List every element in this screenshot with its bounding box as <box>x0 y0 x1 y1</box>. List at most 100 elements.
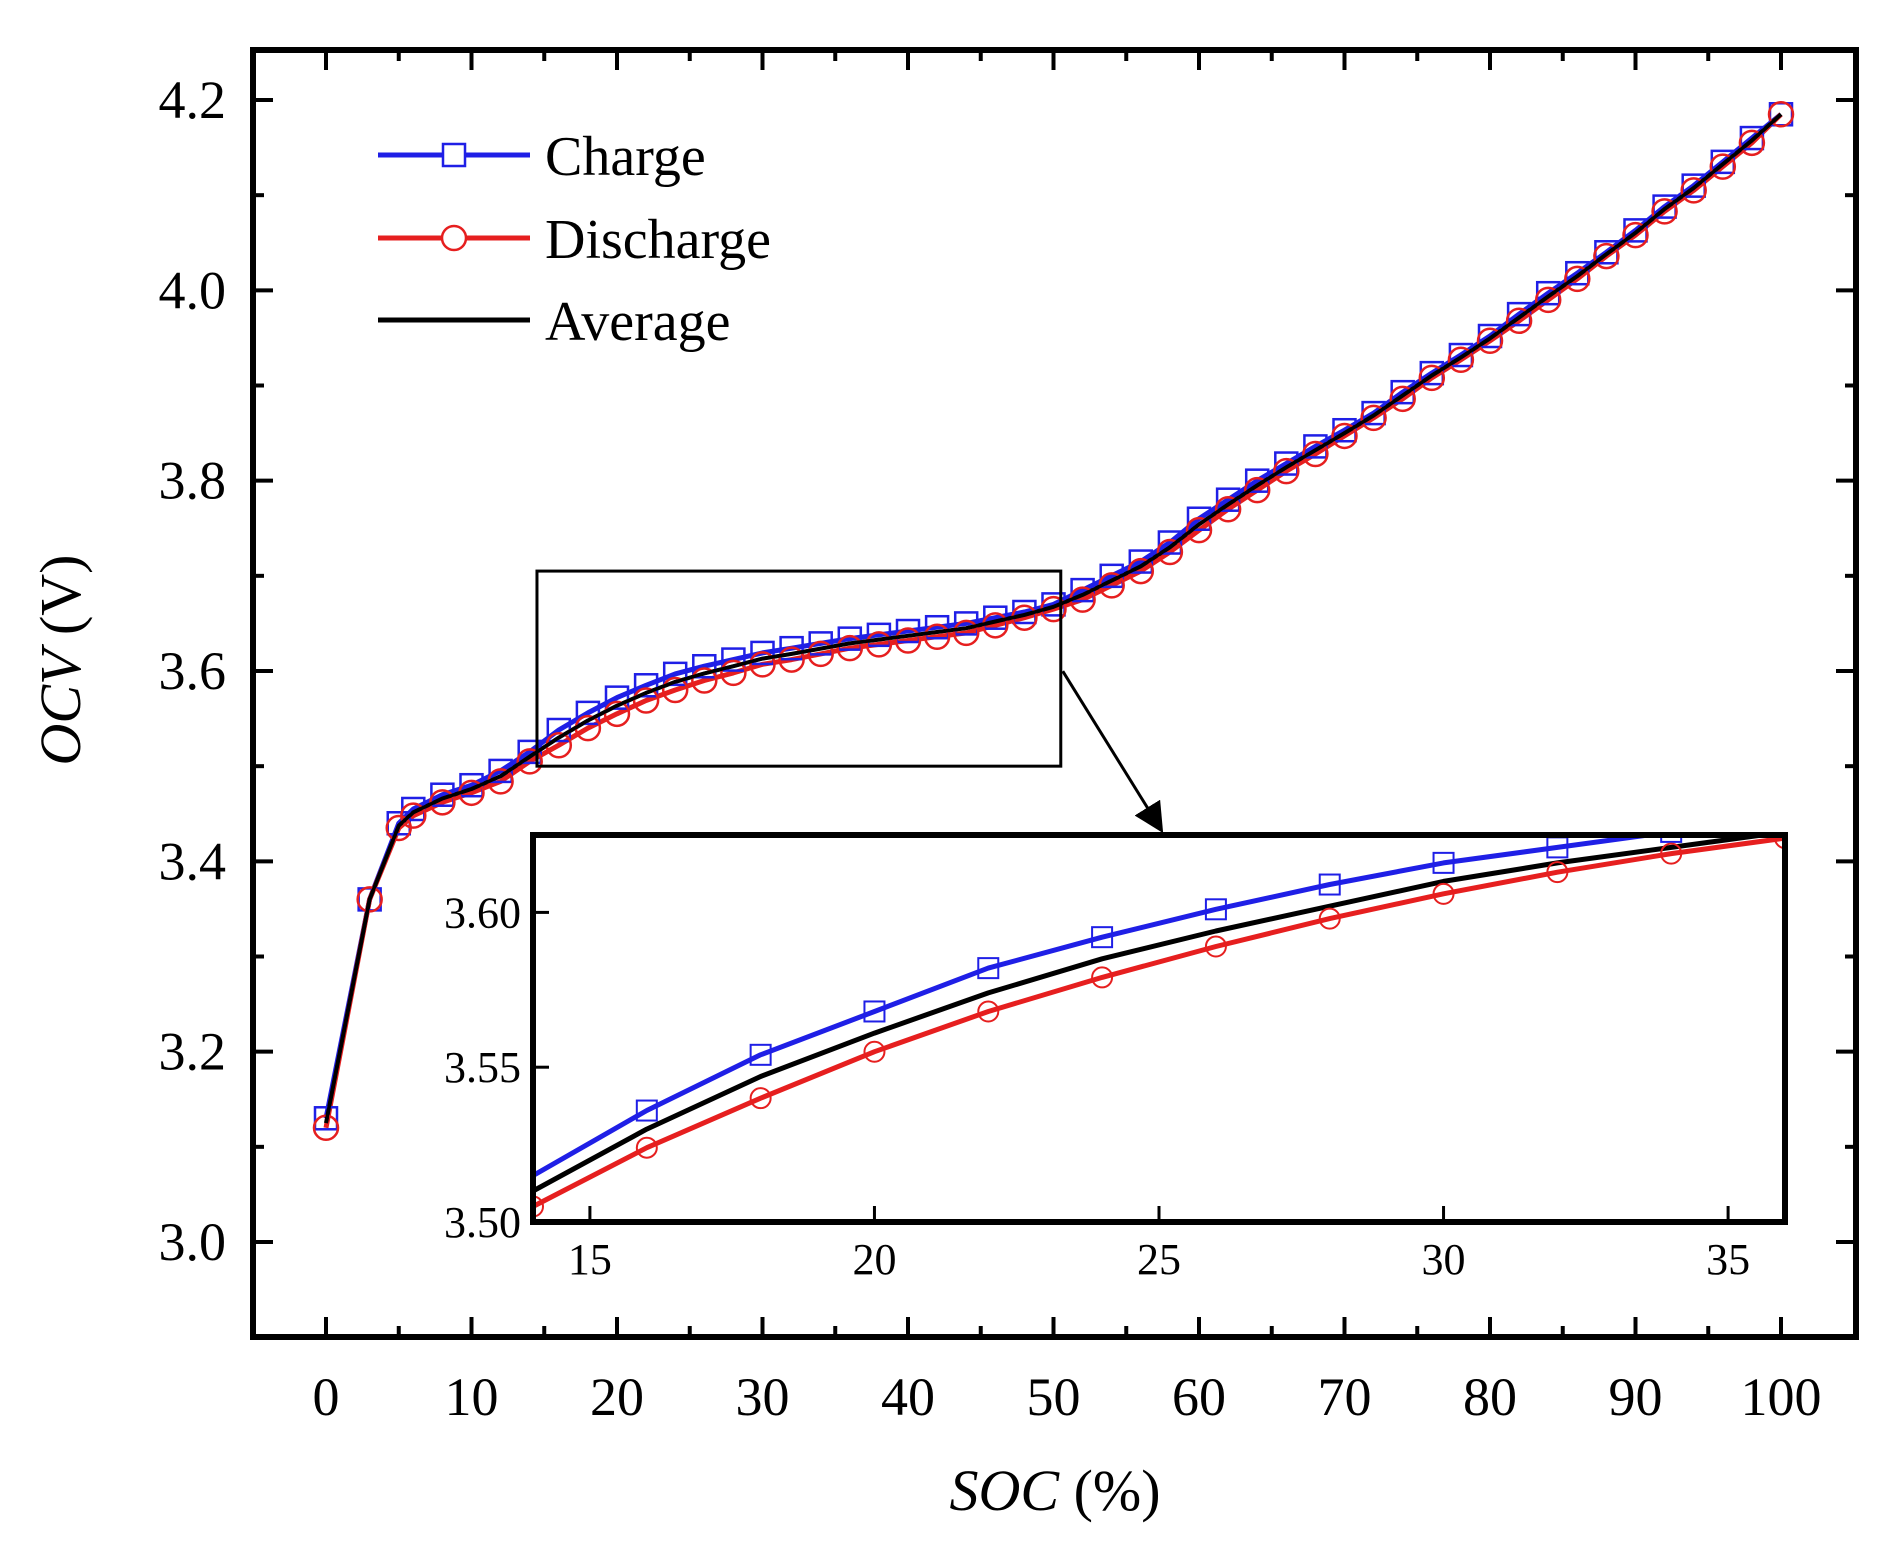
y-axis-title-variable: OCV <box>28 643 93 766</box>
charge-point <box>575 700 601 726</box>
discharge-point <box>1243 476 1271 504</box>
discharge-point <box>632 687 660 714</box>
zoom-region-box <box>535 569 1063 768</box>
discharge-point <box>749 651 776 678</box>
inset-x-tick-label: 20 <box>852 1235 896 1284</box>
x-tick-label: 70 <box>1318 1367 1372 1427</box>
legend: Charge Discharge Average <box>378 126 771 353</box>
discharge-point <box>1360 404 1387 432</box>
discharge-point <box>952 619 980 647</box>
main-plot: 0 10 20 30 40 50 60 70 80 90 100 3.0 3.2 3.4 3.6 3.8 4.0… <box>159 47 1859 1427</box>
inset-discharge-point <box>1546 861 1569 884</box>
x-axis-title: SOC (%) <box>949 1458 1160 1523</box>
discharge-point <box>1185 516 1213 544</box>
discharge-point <box>1709 153 1737 180</box>
inset-x-tick-label: 25 <box>1137 1235 1181 1284</box>
inset-charge-point <box>1432 851 1455 874</box>
discharge-point <box>1214 495 1242 523</box>
y-tick-label: 3.2 <box>159 1022 227 1082</box>
inset-discharge-point <box>1204 935 1227 958</box>
discharge-point <box>1534 286 1562 314</box>
charge-point <box>1303 434 1328 459</box>
discharge-point <box>807 640 834 668</box>
x-tick-label: 10 <box>445 1367 499 1427</box>
inset-discharge-point <box>749 1087 772 1110</box>
discharge-point <box>1302 440 1329 468</box>
x-tick-label: 40 <box>881 1367 935 1427</box>
discharge-point <box>1447 346 1475 374</box>
charge-point <box>953 611 979 636</box>
discharge-point <box>836 634 864 662</box>
inset-charge-point <box>1318 873 1341 896</box>
charge-point <box>721 647 746 672</box>
x-tick-label: 100 <box>1741 1367 1822 1427</box>
discharge-point <box>1680 177 1707 204</box>
charge-point <box>924 614 950 640</box>
charge-point <box>662 661 688 687</box>
discharge-point <box>1505 307 1533 335</box>
discharge-point <box>1273 457 1300 485</box>
discharge-point <box>1767 101 1795 128</box>
discharge-point <box>1593 242 1620 270</box>
inset-y-tick-label: 3.55 <box>444 1043 521 1092</box>
inset-discharge-point <box>977 1000 1000 1023</box>
charge-point <box>808 631 833 656</box>
discharge-point <box>865 631 893 658</box>
inset-discharge-point <box>533 1195 544 1218</box>
legend-label-discharge: Discharge <box>545 209 771 271</box>
charge-point <box>692 653 717 679</box>
charge-point <box>1157 530 1183 555</box>
charge-point <box>779 635 804 661</box>
x-tick-label: 50 <box>1027 1367 1081 1427</box>
x-tick-label: 20 <box>590 1367 644 1427</box>
y-tick-label: 4.2 <box>159 70 227 130</box>
charge-point <box>1215 487 1241 512</box>
axis-titles: SOC (%) OCV (V) <box>28 554 1161 1523</box>
inset-y-tick-label: 3.50 <box>444 1198 521 1247</box>
x-axis-title-variable: SOC <box>949 1458 1060 1523</box>
inset-charge-line <box>533 835 1667 1178</box>
y-tick-label: 3.0 <box>159 1212 227 1272</box>
discharge-point <box>778 646 805 673</box>
discharge-point <box>1331 422 1358 450</box>
charge-point <box>1128 549 1154 574</box>
discharge-point <box>720 659 747 687</box>
inset-discharge-point <box>863 1040 886 1063</box>
inset-discharge-point <box>1318 907 1341 930</box>
discharge-point <box>1389 385 1416 413</box>
charge-point <box>895 618 921 644</box>
charge-series-line <box>323 112 1783 1119</box>
inset-charge-point <box>749 1043 772 1066</box>
discharge-point <box>923 623 951 650</box>
inset-charge-point <box>863 1000 886 1023</box>
inset-y-tick-label: 3.60 <box>444 888 521 937</box>
x-tick-label: 90 <box>1609 1367 1663 1427</box>
inset-charge-point <box>1091 926 1114 949</box>
inset-x-tick-label: 35 <box>1706 1235 1750 1284</box>
discharge-point <box>1476 327 1504 355</box>
y-axis-title-unit: (V) <box>28 554 93 649</box>
inset-charge-point <box>977 957 1000 980</box>
y-tick-label: 3.4 <box>159 831 227 891</box>
inset-discharge-point <box>1660 842 1683 865</box>
inset-x-tick-label: 30 <box>1422 1235 1466 1284</box>
discharge-point <box>516 748 543 775</box>
charge-point <box>837 626 863 651</box>
legend-circle-marker <box>440 224 468 252</box>
charge-point <box>517 739 542 765</box>
inset-charge-point <box>1204 898 1227 921</box>
inset-charge-point <box>1660 835 1683 843</box>
discharge-point <box>1156 538 1184 566</box>
discharge-point <box>400 802 427 829</box>
inset-charge-point <box>635 1099 658 1122</box>
inset-discharge-point <box>1091 966 1114 989</box>
discharge-point <box>1564 265 1591 293</box>
inset-discharge-point <box>1432 882 1455 905</box>
charge-point <box>604 685 630 710</box>
x-tick-label: 80 <box>1463 1367 1517 1427</box>
charge-point <box>866 622 892 648</box>
y-tick-label: 4.0 <box>159 260 227 320</box>
discharge-point <box>1418 364 1446 392</box>
x-tick-label: 30 <box>736 1367 790 1427</box>
